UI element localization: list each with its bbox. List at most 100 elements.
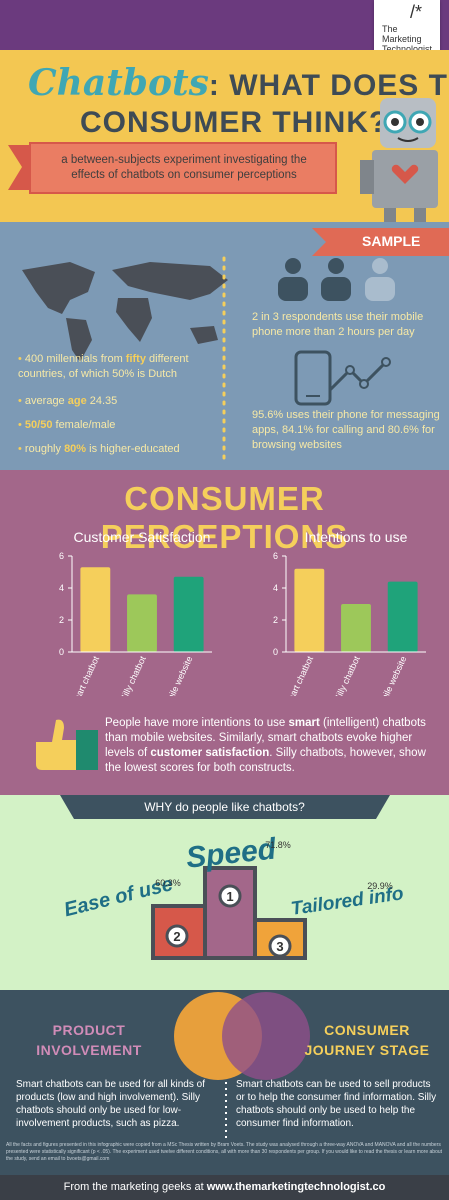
fact: average age 24.35 xyxy=(18,394,208,409)
robot-leg xyxy=(414,208,426,222)
moderators-section: PRODUCT INVOLVEMENT CONSUMER JOURNEY STA… xyxy=(0,990,449,1140)
text: 400 millennials from xyxy=(24,353,126,365)
x-tick-label: Mobile website xyxy=(160,655,194,696)
robot-heart xyxy=(391,164,419,184)
conclusion: People have more intentions to use smart… xyxy=(105,716,435,776)
header-art xyxy=(8,98,438,222)
y-tick-label: 4 xyxy=(59,583,64,593)
emphasis: 50/50 xyxy=(24,419,53,431)
emphasis: age xyxy=(67,395,87,407)
sample-section: SAMPLE 400 millennials from fifty differ… xyxy=(0,222,449,470)
robot-head xyxy=(380,98,436,148)
subtitle-box xyxy=(29,142,337,194)
text: (intelligent) chatbots than mobile websi… xyxy=(105,717,426,759)
robot-pupil xyxy=(416,118,424,126)
robot-mouth xyxy=(397,137,419,142)
emphasis: 80% xyxy=(64,443,87,455)
bar xyxy=(387,581,418,652)
title-line2: CONSUMER THINK? xyxy=(80,106,389,139)
sample-heading: SAMPLE xyxy=(362,233,421,249)
title-script: Chatbots xyxy=(28,62,209,104)
x-tick-label: Silly chatbot xyxy=(118,654,148,696)
sample-art xyxy=(22,228,449,464)
rank: 2 xyxy=(173,929,180,944)
footer-text: From the marketing geeks at xyxy=(63,1181,207,1193)
subtitle: a between-subjects experiment investigat… xyxy=(61,154,307,181)
usage: 95.6% uses their phone for messaging app… xyxy=(252,409,440,451)
footnote: All the facts and figures presented in t… xyxy=(6,1142,443,1162)
bar xyxy=(341,604,371,652)
bar xyxy=(173,576,204,652)
bar xyxy=(80,567,111,652)
reason-share: 29.9% xyxy=(367,881,393,891)
title-rest: : WHAT DOES THE xyxy=(208,69,449,102)
bar xyxy=(127,594,157,652)
text: female/male xyxy=(52,419,116,431)
venn-circle xyxy=(222,992,310,1080)
rank-badge xyxy=(218,884,242,908)
chart: Customer Satisfaction 0 2 4 6 Smart chatbot Si… xyxy=(59,529,212,696)
fact: roughly 80% is higher-educated xyxy=(18,442,208,457)
why-section: 1 2 3 Speed Ease of use Tailored info 71… xyxy=(0,795,449,990)
why-heading: WHY do people like chatbots? xyxy=(144,800,305,814)
header: Chatbots: WHAT DOES THE CONSUMER THINK? … xyxy=(0,50,449,222)
ribbon-tail xyxy=(8,145,32,190)
emphasis: fifty xyxy=(125,353,146,365)
chart-title: Intentions to use xyxy=(305,529,408,545)
reason-share: 60.3% xyxy=(155,878,181,888)
x-tick-label: Smart chatbot xyxy=(282,654,315,696)
fact: 400 millennials from fifty different cou… xyxy=(18,352,208,382)
chart: Intentions to use 0 2 4 6 Smart chatbot Silly … xyxy=(273,529,426,696)
why-banner xyxy=(60,795,390,819)
emphasis: customer satisfaction xyxy=(150,747,270,759)
perceptions-section: CONSUMER PERCEPTIONS Customer Satisfacti… xyxy=(0,470,449,795)
thumbs-up xyxy=(36,719,98,770)
footer: From the marketing geeks at www.themarke… xyxy=(0,1175,449,1200)
robot-arm xyxy=(360,160,374,194)
why-art: 1 2 3 Speed Ease of use Tailored info 71… xyxy=(60,795,405,960)
world-map xyxy=(22,262,228,362)
moderator-text: Smart chatbots can be used to sell produ… xyxy=(236,1079,437,1129)
text: 24.35 xyxy=(86,395,118,407)
bar xyxy=(294,568,325,652)
y-tick-label: 0 xyxy=(273,647,278,657)
rank: 3 xyxy=(276,939,283,954)
text: . Silly chatbots, however, show the lowe… xyxy=(105,747,426,774)
rank-badge xyxy=(268,934,292,958)
title: Chatbots: WHAT DOES THE xyxy=(28,62,449,104)
text: is higher-educated xyxy=(86,443,180,455)
y-tick-label: 2 xyxy=(59,615,64,625)
emphasis: smart xyxy=(288,717,320,729)
moderator-title: CONSUMER JOURNEY STAGE xyxy=(304,1022,430,1058)
podium-first xyxy=(203,866,257,960)
sample-ribbon xyxy=(312,228,449,256)
x-tick-label: Silly chatbot xyxy=(332,654,362,696)
chart-title: Customer Satisfaction xyxy=(74,529,211,545)
rank: 1 xyxy=(226,889,233,904)
moderator-text: Smart chatbots can be used for all kinds… xyxy=(16,1079,205,1129)
text: roughly xyxy=(24,443,65,455)
footnote-band: All the facts and figures presented in t… xyxy=(0,1140,449,1175)
text: different countries, of which 50% is Dut… xyxy=(18,353,189,380)
footer-link: www.themarketingtechnologist.co xyxy=(206,1181,386,1193)
x-tick-label: Smart chatbot xyxy=(68,654,101,696)
reason-label: Speed xyxy=(185,832,279,874)
venn xyxy=(174,992,310,1138)
fact: 50/50 female/male xyxy=(18,418,208,433)
usage: 2 in 3 respondents use their mobile phon… xyxy=(252,311,424,338)
phone-icon xyxy=(294,350,391,406)
rank-badge xyxy=(165,924,189,948)
moderator-title: PRODUCT INVOLVEMENT xyxy=(36,1022,142,1058)
logo-mark: /* xyxy=(410,2,423,22)
people-icons xyxy=(278,258,395,301)
perceptions-heading: CONSUMER PERCEPTIONS xyxy=(100,480,349,555)
reason-share: 71.8% xyxy=(265,840,291,850)
y-tick-label: 6 xyxy=(273,551,278,561)
x-tick-label: Mobile website xyxy=(374,655,408,696)
text: People have more intentions to use xyxy=(105,717,289,729)
robot-leg xyxy=(384,208,396,222)
text: average xyxy=(24,395,68,407)
y-tick-label: 0 xyxy=(59,647,64,657)
y-tick-label: 2 xyxy=(273,615,278,625)
